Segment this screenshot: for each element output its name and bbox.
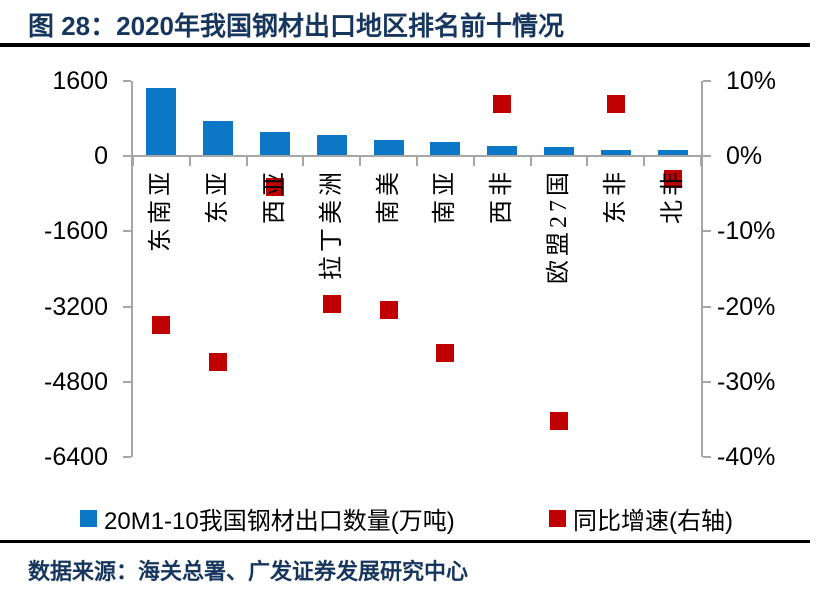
x-axis-category-text: 南亚: [432, 168, 459, 225]
x-axis-category-text: 北非: [659, 168, 686, 225]
growth-marker: [266, 178, 284, 197]
right-axis-tick-label: -30%: [717, 367, 776, 396]
bar: [146, 87, 177, 157]
right-axis-tick: [703, 305, 711, 308]
bar: [600, 150, 631, 157]
growth-marker: [663, 169, 682, 188]
right-axis-tick: [703, 80, 711, 82]
left-axis-tick-label: 1600: [52, 67, 108, 95]
right-axis-tick: [703, 230, 711, 233]
x-axis-tick: [188, 157, 191, 167]
x-axis-tick: [132, 157, 134, 167]
y-axis-right: [701, 81, 703, 457]
left-axis-tick-label: -1600: [44, 217, 108, 246]
x-axis-tick: [700, 157, 702, 167]
right-axis-tick: [703, 456, 711, 458]
x-axis-category-text: 拉丁美洲: [318, 168, 345, 281]
bar-series-label: 20M1-10我国钢材出口数量(万吨): [104, 508, 455, 535]
x-axis-tick: [586, 157, 589, 167]
right-axis-tick: [703, 155, 711, 158]
growth-marker: [550, 411, 568, 430]
x-axis-tick: [416, 157, 418, 167]
left-axis-tick: [123, 80, 131, 82]
left-axis-tick-label: -6400: [44, 443, 108, 471]
growth-marker: [436, 344, 455, 363]
growth-marker: [493, 95, 512, 114]
bar: [373, 140, 404, 157]
x-axis-tick: [245, 157, 248, 167]
bar-series-swatch: [80, 510, 97, 527]
scatter-series-label: 同比增速(右轴): [573, 508, 733, 535]
x-axis-tick: [529, 157, 532, 167]
x-axis-category-text: 南美: [375, 168, 402, 225]
x-axis-category-text: 东南亚: [148, 168, 175, 253]
x-axis-category-text: 东亚: [205, 168, 232, 225]
x-axis-tick: [359, 157, 362, 167]
x-axis-category-text: 欧盟27国: [546, 168, 572, 285]
growth-marker: [322, 295, 341, 314]
scatter-series-swatch: [549, 510, 566, 527]
bar: [430, 141, 461, 157]
left-axis-tick-label: -3200: [44, 292, 108, 321]
bar: [203, 120, 234, 157]
bar: [657, 150, 688, 157]
data-source-line: 数据来源：海关总署、广发证券发展研究中心: [28, 559, 469, 584]
figure-title: 图 28：2020年我国钢材出口地区排名前十情况: [28, 11, 564, 41]
right-axis-tick-label: -40%: [717, 443, 776, 471]
right-axis-tick-label: -10%: [717, 217, 776, 246]
bar: [260, 131, 290, 157]
bar: [544, 146, 574, 157]
left-axis-tick: [123, 456, 131, 458]
growth-marker: [379, 301, 398, 320]
right-axis-tick-label: -20%: [717, 292, 776, 321]
legend-item-growth: 同比增速(右轴): [549, 501, 733, 536]
left-axis-tick-label: -4800: [44, 367, 108, 396]
footer-rule: [0, 540, 810, 543]
x-axis-tick: [472, 157, 475, 167]
x-axis-category-text: 东非: [602, 168, 629, 225]
growth-marker: [209, 353, 228, 372]
right-axis-tick: [703, 380, 711, 383]
left-axis-tick: [123, 155, 131, 158]
legend-item-bars: 20M1-10我国钢材出口数量(万吨): [80, 501, 455, 536]
right-axis-tick-label: 10%: [726, 67, 777, 95]
bar: [316, 134, 347, 157]
left-axis-tick: [123, 305, 131, 308]
x-axis-tick: [302, 157, 305, 167]
y-axis-left: [131, 81, 133, 457]
plot-area: 1600 10% 0 0% -1600 -10% -3200 -20% -4800 -30% -64…: [44, 67, 777, 471]
left-axis-tick: [123, 380, 131, 383]
bar: [487, 145, 518, 157]
x-axis-category-text: 西亚: [262, 168, 288, 225]
growth-marker: [606, 95, 625, 114]
x-axis-category-text: 西非: [489, 168, 516, 225]
right-axis-tick-label: 0%: [726, 142, 763, 171]
left-axis-tick: [123, 230, 131, 233]
left-axis-tick-label: 0: [94, 142, 108, 171]
title-underline: [0, 43, 810, 47]
x-axis-zero-line: [131, 155, 703, 158]
growth-marker: [152, 315, 171, 334]
x-axis-tick: [643, 157, 646, 167]
